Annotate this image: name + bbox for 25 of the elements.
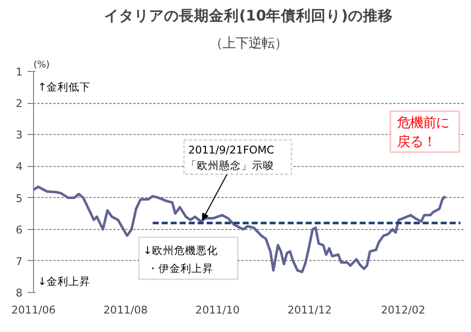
y-tick-label: 7 bbox=[16, 254, 22, 268]
y-tick-label: 4 bbox=[16, 160, 23, 174]
y-tick-label: 6 bbox=[16, 223, 23, 236]
annotation: ↑金利低下 bbox=[38, 80, 91, 94]
y-tick-label: 1 bbox=[16, 66, 22, 78]
annotation: 2011/9/21FOMC bbox=[188, 144, 274, 157]
line-series bbox=[34, 185, 447, 274]
annotation: 「欧州懸念」示唆 bbox=[186, 159, 274, 172]
y-axis-title: (%) bbox=[34, 60, 50, 70]
x-tick-label: 2011/10 bbox=[195, 304, 240, 316]
annotation: 危機前に bbox=[396, 116, 449, 132]
y-tick-label: 8 bbox=[16, 286, 23, 300]
annotation: ↓欧州危機悪化 bbox=[143, 244, 218, 258]
y-tick-label: 3 bbox=[16, 128, 22, 142]
x-tick-label: 2011/06 bbox=[11, 304, 56, 316]
y-tick-label: 2 bbox=[16, 97, 22, 110]
y-tick-label: 5 bbox=[16, 192, 22, 205]
chart-subtitle: （上下逆転） bbox=[210, 36, 288, 52]
annotation: 戻る！ bbox=[396, 134, 436, 150]
x-tick-label: 2012/02 bbox=[381, 304, 426, 316]
annotation: ・伊金利上昇 bbox=[147, 262, 214, 275]
annotation: ↓金利上昇 bbox=[38, 275, 91, 288]
x-tick-label: 2011/12 bbox=[287, 304, 332, 316]
chart-title: イタリアの長期金利(10年債利回り)の推移 bbox=[104, 8, 393, 24]
x-tick-label: 2011/08 bbox=[103, 304, 148, 316]
